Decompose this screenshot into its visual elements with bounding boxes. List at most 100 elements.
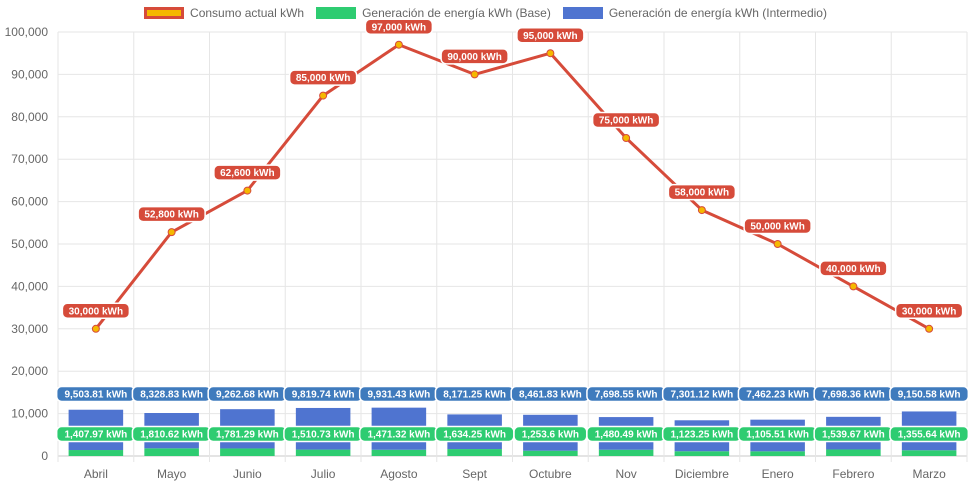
legend-swatch-consumo — [144, 7, 185, 19]
point-consumo — [167, 228, 176, 237]
data-label-base: 1,634.25 kWh — [434, 425, 515, 443]
y-tick-label: 40,000 — [11, 279, 48, 293]
svg-text:1,781.29 kWh: 1,781.29 kWh — [216, 430, 279, 441]
data-label-consumo: 40,000 kWh — [819, 260, 888, 277]
x-tick-label: Diciembre — [675, 467, 729, 481]
y-tick-label: 10,000 — [11, 407, 48, 421]
legend-label-intermedio: Generación de energía kWh (Intermedio) — [608, 6, 827, 20]
data-label-base: 1,253.6 kWh — [513, 425, 588, 443]
x-tick-label: Junio — [233, 467, 262, 481]
x-tick-label: Sept — [462, 467, 487, 481]
data-label-consumo: 50,000 kWh — [743, 217, 812, 235]
svg-text:1,123.25 kWh: 1,123.25 kWh — [670, 430, 733, 441]
svg-text:95,000 kWh: 95,000 kWh — [523, 31, 577, 42]
bar-base — [447, 449, 502, 456]
legend-item-intermedio[interactable]: Generación de energía kWh (Intermedio) — [562, 6, 827, 20]
svg-text:58,000 kWh: 58,000 kWh — [675, 188, 729, 199]
data-label-consumo: 30,000 kWh — [61, 302, 131, 320]
svg-text:30,000 kWh: 30,000 kWh — [902, 306, 956, 317]
bar-base — [144, 448, 199, 456]
x-tick-label: Mayo — [157, 467, 187, 481]
y-tick-label: 70,000 — [11, 152, 48, 166]
bar-base — [68, 450, 124, 456]
data-label-intermedio: 9,150.58 kWh — [889, 385, 970, 403]
y-tick-label: 30,000 — [11, 322, 48, 336]
legend-item-consumo[interactable]: Consumo actual kWh — [144, 6, 304, 20]
x-tick-label: Nov — [615, 467, 636, 481]
data-label-consumo: 95,000 kWh — [516, 26, 585, 44]
svg-text:1,480.49 kWh: 1,480.49 kWh — [595, 430, 658, 441]
legend-label-consumo: Consumo actual kWh — [190, 6, 305, 20]
bar-base — [750, 451, 805, 456]
svg-text:1,539.67 kWh: 1,539.67 kWh — [822, 430, 885, 441]
svg-text:9,931.43 kWh: 9,931.43 kWh — [367, 390, 430, 401]
point-consumo — [622, 134, 631, 142]
svg-text:1,253.6 kWh: 1,253.6 kWh — [522, 430, 579, 441]
svg-text:1,471.32 kWh: 1,471.32 kWh — [367, 430, 430, 441]
svg-text:1,355.64 kWh: 1,355.64 kWh — [898, 430, 961, 441]
legend-item-base[interactable]: Generación de energía kWh (Base) — [316, 6, 551, 20]
data-label-intermedio: 9,262.68 kWh — [207, 385, 288, 403]
legend-swatch-intermedio — [562, 7, 603, 19]
data-label-base: 1,407.97 kWh — [55, 425, 136, 443]
data-label-base: 1,480.49 kWh — [586, 425, 667, 443]
data-label-consumo: 62,600 kWh — [213, 164, 282, 181]
svg-text:9,150.58 kWh: 9,150.58 kWh — [898, 390, 961, 401]
data-label-intermedio: 9,931.43 kWh — [358, 385, 439, 403]
svg-text:1,105.51 kWh: 1,105.51 kWh — [746, 430, 809, 441]
bar-base — [523, 450, 578, 456]
svg-text:62,600 kWh: 62,600 kWh — [220, 168, 274, 179]
x-tick-label: Agosto — [380, 467, 418, 481]
bar-base — [674, 451, 730, 456]
svg-text:1,510.73 kWh: 1,510.73 kWh — [292, 430, 355, 441]
data-label-consumo: 85,000 kWh — [288, 69, 358, 86]
x-tick-label: Enero — [762, 467, 794, 481]
data-label-intermedio: 7,698.36 kWh — [813, 385, 894, 403]
y-tick-label: 80,000 — [11, 110, 48, 124]
data-label-consumo: 58,000 kWh — [667, 183, 737, 201]
x-tick-label: Julio — [311, 467, 336, 481]
data-label-intermedio: 8,328.83 kWh — [131, 385, 212, 403]
data-label-intermedio: 9,819.74 kWh — [283, 385, 364, 403]
point-consumo — [470, 70, 479, 79]
data-label-base: 1,355.64 kWh — [889, 425, 970, 443]
point-consumo — [773, 240, 782, 248]
svg-text:90,000 kWh: 90,000 kWh — [447, 52, 501, 63]
svg-text:75,000 kWh: 75,000 kWh — [599, 116, 653, 127]
y-tick-label: 60,000 — [11, 195, 48, 209]
bar-base — [598, 449, 654, 456]
legend-label-base: Generación de energía kWh (Base) — [362, 6, 551, 20]
svg-text:40,000 kWh: 40,000 kWh — [826, 264, 880, 275]
y-tick-label: 100,000 — [5, 25, 49, 39]
svg-text:85,000 kWh: 85,000 kWh — [296, 73, 350, 84]
point-consumo — [319, 91, 328, 100]
data-label-consumo: 90,000 kWh — [440, 48, 509, 65]
data-label-base: 1,471.32 kWh — [358, 425, 439, 443]
y-tick-label: 20,000 — [11, 364, 48, 378]
bar-base — [826, 449, 881, 456]
bar-base — [295, 449, 351, 456]
data-label-base: 1,510.73 kWh — [283, 425, 364, 443]
data-label-intermedio: 7,462.23 kWh — [737, 385, 818, 403]
x-tick-label: Abril — [84, 467, 108, 481]
svg-text:9,262.68 kWh: 9,262.68 kWh — [216, 390, 279, 401]
data-label-consumo: 75,000 kWh — [591, 111, 661, 129]
svg-text:30,000 kWh: 30,000 kWh — [69, 306, 123, 317]
svg-text:9,819.74 kWh: 9,819.74 kWh — [292, 390, 355, 401]
line-consumo — [94, 43, 930, 331]
svg-text:1,634.25 kWh: 1,634.25 kWh — [443, 430, 506, 441]
data-label-intermedio: 7,698.55 kWh — [586, 385, 667, 403]
svg-text:7,301.12 kWh: 7,301.12 kWh — [670, 390, 733, 401]
svg-text:1,407.97 kWh: 1,407.97 kWh — [64, 430, 127, 441]
point-consumo — [394, 40, 403, 49]
data-label-base: 1,123.25 kWh — [661, 425, 742, 443]
data-label-base: 1,539.67 kWh — [813, 425, 894, 443]
svg-text:7,698.55 kWh: 7,698.55 kWh — [595, 390, 658, 401]
data-label-base: 1,105.51 kWh — [737, 425, 818, 443]
bar-base — [901, 450, 957, 456]
data-label-intermedio: 8,171.25 kWh — [434, 385, 515, 403]
svg-text:9,503.81 kWh: 9,503.81 kWh — [64, 390, 127, 401]
x-tick-label: Febrero — [832, 467, 874, 481]
x-tick-label: Marzo — [912, 467, 946, 481]
